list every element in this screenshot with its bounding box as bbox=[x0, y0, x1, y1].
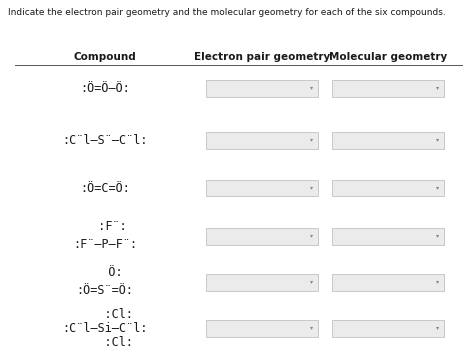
Text: :Cl:: :Cl: bbox=[76, 308, 134, 321]
FancyBboxPatch shape bbox=[206, 131, 318, 149]
Text: ▾: ▾ bbox=[436, 233, 439, 238]
FancyBboxPatch shape bbox=[206, 228, 318, 244]
Text: ▾: ▾ bbox=[310, 280, 313, 284]
Text: Electron pair geometry: Electron pair geometry bbox=[194, 52, 330, 62]
Text: :C̈l–Si–C̈l:: :C̈l–Si–C̈l: bbox=[62, 322, 148, 335]
Text: Compound: Compound bbox=[73, 52, 137, 62]
Text: Molecular geometry: Molecular geometry bbox=[329, 52, 447, 62]
Text: :Ö=S̈=Ö:: :Ö=S̈=Ö: bbox=[76, 284, 134, 298]
Text: Ö:: Ö: bbox=[87, 266, 123, 280]
Text: ▾: ▾ bbox=[436, 137, 439, 143]
Text: ▾: ▾ bbox=[310, 326, 313, 331]
Text: ▾: ▾ bbox=[436, 326, 439, 331]
Text: ▾: ▾ bbox=[310, 233, 313, 238]
FancyBboxPatch shape bbox=[206, 79, 318, 97]
Text: ▾: ▾ bbox=[436, 85, 439, 90]
FancyBboxPatch shape bbox=[332, 320, 444, 336]
Text: :Ö=C=Ö:: :Ö=C=Ö: bbox=[80, 182, 130, 195]
FancyBboxPatch shape bbox=[332, 274, 444, 290]
FancyBboxPatch shape bbox=[332, 180, 444, 196]
Text: ▾: ▾ bbox=[310, 85, 313, 90]
FancyBboxPatch shape bbox=[332, 79, 444, 97]
Text: Indicate the electron pair geometry and the molecular geometry for each of the s: Indicate the electron pair geometry and … bbox=[8, 8, 446, 17]
FancyBboxPatch shape bbox=[206, 320, 318, 336]
Text: :F̈–P–F̈:: :F̈–P–F̈: bbox=[73, 238, 137, 251]
Text: ▾: ▾ bbox=[310, 137, 313, 143]
Text: :C̈l–S̈–C̈l:: :C̈l–S̈–C̈l: bbox=[62, 134, 148, 146]
FancyBboxPatch shape bbox=[206, 180, 318, 196]
Text: :Ö=Ö–Ö:: :Ö=Ö–Ö: bbox=[80, 81, 130, 94]
Text: :Cl:: :Cl: bbox=[76, 336, 134, 349]
FancyBboxPatch shape bbox=[332, 131, 444, 149]
FancyBboxPatch shape bbox=[332, 228, 444, 244]
FancyBboxPatch shape bbox=[206, 274, 318, 290]
Text: ▾: ▾ bbox=[436, 186, 439, 191]
Text: ▾: ▾ bbox=[310, 186, 313, 191]
Text: :F̈:: :F̈: bbox=[83, 220, 127, 233]
Text: ▾: ▾ bbox=[436, 280, 439, 284]
